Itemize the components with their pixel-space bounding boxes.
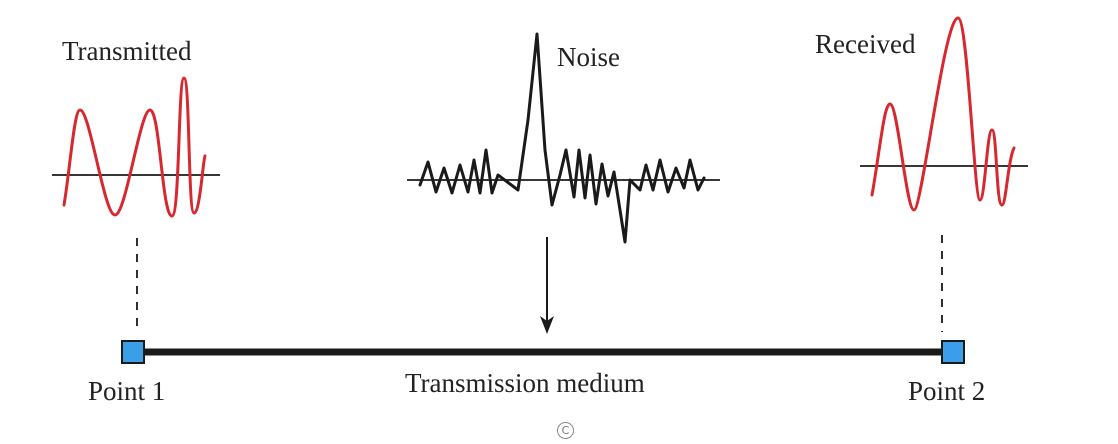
point2-label: Point 2 (908, 378, 985, 405)
point2-marker-icon (942, 341, 964, 363)
transmission-medium-label: Transmission medium (405, 370, 645, 397)
transmitted-label: Transmitted (62, 38, 192, 65)
transmitted-waveform (64, 78, 205, 216)
point1-label: Point 1 (88, 378, 165, 405)
down-arrow-icon (540, 237, 554, 334)
noise-label: Noise (557, 44, 620, 71)
received-label: Received (815, 31, 915, 58)
point1-marker-icon (122, 341, 144, 363)
copyright-icon: C (557, 422, 574, 439)
